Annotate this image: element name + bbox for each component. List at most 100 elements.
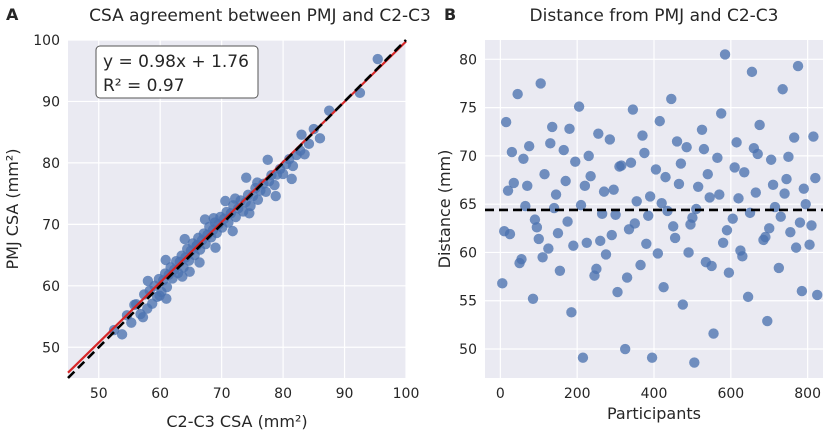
data-point	[547, 121, 558, 133]
data-point	[570, 156, 581, 167]
data-point	[658, 282, 669, 293]
equation-box: y = 0.98x + 1.76 R² = 0.97	[95, 45, 259, 99]
data-point	[598, 186, 610, 197]
data-point	[308, 123, 320, 135]
data-point	[669, 232, 681, 244]
data-point	[184, 266, 195, 277]
data-point	[806, 220, 817, 231]
x-tick-label: 800	[794, 386, 821, 402]
data-point	[522, 180, 533, 192]
data-point	[619, 343, 631, 355]
data-point	[606, 229, 617, 241]
data-point	[539, 169, 550, 180]
data-point	[692, 181, 704, 192]
data-point	[762, 315, 773, 327]
data-point	[625, 157, 637, 168]
data-point	[644, 191, 656, 202]
data-point	[543, 243, 554, 254]
identity-line	[67, 39, 407, 379]
data-point	[785, 226, 796, 238]
panel-a-ylabel: PMJ CSA (mm²)	[3, 149, 22, 270]
data-point	[739, 167, 750, 178]
data-point	[286, 173, 297, 185]
data-point	[683, 247, 694, 258]
data-point	[208, 213, 219, 224]
data-point	[783, 151, 794, 163]
y-tick-label: 55	[459, 294, 477, 310]
data-point	[635, 259, 646, 271]
x-tick-label: 600	[717, 386, 744, 402]
data-point	[779, 188, 790, 199]
data-point	[533, 233, 544, 245]
data-point	[199, 214, 211, 225]
panel-b-ylabel: Distance (mm)	[435, 150, 454, 269]
data-point	[502, 185, 514, 196]
fit-equation: y = 0.98x + 1.76	[103, 52, 249, 72]
panel-label-a: A	[6, 5, 19, 24]
panel-a-title: CSA agreement between PMJ and C2-C3	[89, 6, 431, 26]
y-tick-label: 65	[459, 197, 477, 213]
data-point	[535, 78, 546, 89]
data-point	[581, 237, 592, 248]
data-point	[737, 251, 748, 262]
data-point	[687, 212, 698, 223]
data-point	[681, 141, 692, 153]
y-tick-label: 50	[459, 342, 477, 358]
data-point	[760, 231, 771, 243]
data-point	[773, 262, 785, 274]
data-point	[154, 290, 165, 301]
data-point	[558, 144, 569, 156]
data-point	[775, 211, 786, 222]
data-point	[796, 285, 808, 297]
x-tick-label: 70	[213, 386, 231, 402]
data-point	[671, 136, 683, 147]
x-tick-label: 200	[564, 386, 591, 402]
panel-a: A CSA agreement between PMJ and C2-C3 50…	[3, 5, 431, 431]
data-point	[631, 196, 642, 207]
data-point	[514, 257, 525, 269]
data-point	[518, 153, 529, 164]
data-point	[696, 124, 708, 136]
data-point	[499, 226, 510, 237]
x-tick-label: 50	[90, 386, 108, 402]
data-point	[529, 214, 541, 225]
data-point	[299, 149, 310, 160]
data-point	[673, 178, 685, 190]
data-point	[537, 252, 548, 263]
data-point	[277, 168, 289, 180]
data-point	[260, 186, 272, 197]
data-point	[579, 180, 591, 192]
data-point	[808, 131, 819, 142]
data-point	[137, 311, 149, 323]
data-point	[591, 263, 602, 275]
panel-label-b: B	[444, 5, 456, 24]
data-point	[116, 329, 128, 340]
panel-b-title: Distance from PMJ and C2-C3	[530, 6, 779, 26]
data-point	[652, 248, 664, 259]
data-point	[788, 132, 800, 143]
data-point	[637, 130, 648, 141]
data-point	[262, 154, 273, 166]
data-point	[754, 119, 765, 131]
x-tick-label: 0	[496, 386, 505, 402]
data-point	[733, 193, 744, 204]
data-point	[798, 183, 809, 194]
data-point	[742, 291, 754, 303]
panel-a-tick-labels: 50 60 70 80 90 100 50 60 70 80 90 100	[33, 33, 419, 402]
data-point	[227, 225, 238, 237]
data-point	[296, 129, 307, 140]
data-point	[562, 216, 573, 227]
y-tick-label: 60	[459, 245, 477, 261]
data-point	[161, 281, 173, 293]
data-point	[689, 357, 700, 368]
data-point	[650, 164, 662, 175]
data-point	[552, 227, 564, 239]
data-point	[790, 242, 802, 253]
data-point	[716, 108, 727, 119]
data-point	[223, 217, 234, 228]
data-point	[810, 172, 821, 184]
data-point	[800, 198, 811, 210]
data-point	[508, 177, 520, 189]
x-tick-label: 400	[641, 386, 668, 402]
